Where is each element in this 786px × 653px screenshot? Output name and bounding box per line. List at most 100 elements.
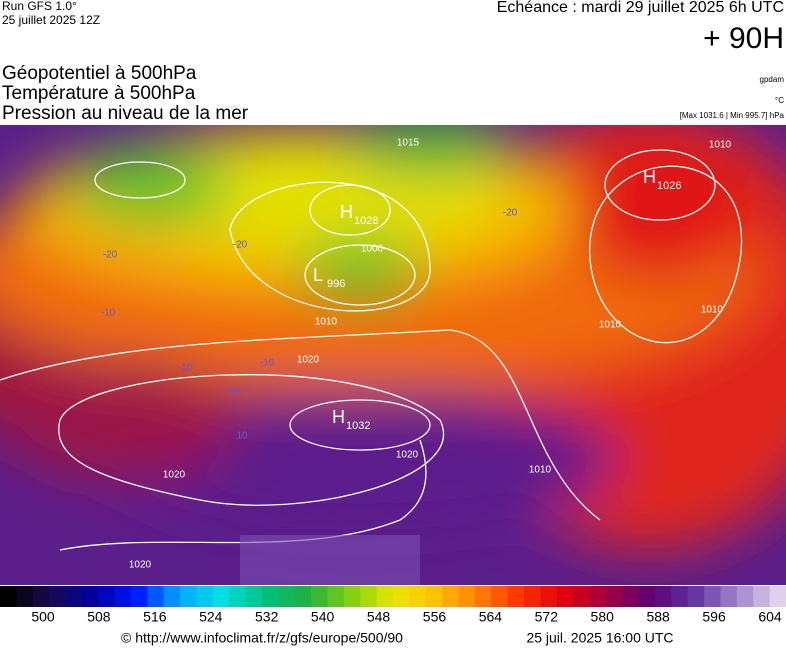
temp-label: -20 [503,208,518,219]
colorbar-swatch [638,586,656,607]
colorbar-swatch [376,586,394,607]
colorbar-tick-label: 540 [311,609,335,625]
colorbar-swatch [573,586,590,607]
colorbar-swatch [0,586,17,607]
isobar-label: 1010 [701,305,724,316]
valid-time: Echéance : mardi 29 juillet 2025 6h UTC [497,0,784,16]
isobar-label: 1015 [397,138,420,149]
center-value: 996 [327,278,345,290]
colorbar-swatch [605,586,623,607]
field-shading [0,125,786,550]
unit: °C [775,96,784,105]
colorbar-swatch [343,586,361,607]
colorbar-swatch [98,586,116,607]
source-url: © http://www.infoclimat.fr/z/gfs/europe/… [121,630,403,646]
isobar-label: 1020 [297,355,320,366]
colorbar-swatch [442,586,459,607]
colorbar-tick-label: 556 [423,609,447,625]
colorbar-swatch [278,586,296,607]
colorbar-swatch [180,586,197,607]
colorbar-swatch [294,586,312,607]
center-value: 1032 [346,420,370,432]
temp-label: -10 [101,308,116,319]
colorbar-swatch [474,586,492,607]
colorbar-tick-label: 564 [479,609,503,625]
colorbar-swatch [655,586,672,607]
colorbar-swatch [769,586,786,607]
colorbar-swatch [262,586,279,607]
colorbar-swatch [49,586,66,607]
isobar-label: 1010 [599,320,622,331]
colorbar-swatch [245,586,263,607]
colorbar-swatch [622,586,640,607]
field: Géopotentiel à 500hPa [2,63,197,84]
colorbar-swatch [720,586,738,607]
center-letter: L [313,265,323,285]
colorbar-tick-label: 604 [758,609,782,625]
run: Run GFS 1.0° [2,0,77,13]
colorbar-tick-label: 548 [367,609,391,625]
colorbar-swatch [524,586,541,607]
isobar-label: 1020 [129,560,152,571]
colorbar-swatch [311,586,328,607]
colorbar-swatch [196,586,214,607]
colorbar-tick-label: 524 [199,609,223,625]
colorbar-swatch [131,586,148,607]
colorbar-swatch [163,586,181,607]
colorbar-tick-label: 580 [591,609,615,625]
colorbar-tick-label: 588 [646,609,670,625]
colorbar-tick-label: 516 [143,609,167,625]
colorbar-swatch [114,586,132,607]
isobar-label: 1020 [396,450,419,461]
temp-label: -10 [178,363,193,374]
colorbar-swatch [753,586,771,607]
colorbar-tick-label: 572 [535,609,559,625]
isobar-label: 1020 [163,470,186,481]
run-date: 25 juillet 2025 12Z [2,13,100,27]
temp-label: -10 [226,387,241,398]
colorbar-tick-label: 532 [255,609,279,625]
colorbar-swatch [360,586,378,607]
colorbar-swatch [507,586,525,607]
colorbar-swatch [16,586,34,607]
colorbar-swatch [65,586,83,607]
colorbar-swatch [212,586,230,607]
colorbar-swatch [32,586,50,607]
lead-time: + 90H [703,22,784,55]
isobar-label: 1000 [361,244,384,255]
colorbar-swatch [81,586,99,607]
colorbar-swatch [491,586,509,607]
generated-time: 25 juil. 2025 16:00 UTC [526,630,673,646]
colorbar-swatch [704,586,721,607]
field: Pression au niveau de la mer [2,103,249,124]
colorbar-swatch [458,586,476,607]
isobar-label: 1010 [709,140,732,151]
colorbar-swatch [229,586,247,607]
colorbar-swatch [687,586,705,607]
center-letter: H [332,407,345,427]
colorbar-tick-label: 500 [31,609,55,625]
colorbar-swatch [147,586,165,607]
isobar-label: 1010 [529,465,552,476]
center-letter: H [643,167,656,187]
temp-label: 10 [236,431,248,442]
colorbar-swatch [393,586,410,607]
colorbar-swatch [540,586,558,607]
colorbar-swatch [671,586,689,607]
center-letter: H [340,202,353,222]
colorbar-swatch [589,586,607,607]
center-value: 1028 [354,215,378,227]
colorbar-tick-label: 508 [87,609,111,625]
low-shade [240,535,420,585]
center-value: 1026 [657,180,681,192]
map [0,125,786,585]
isobar-label: 1010 [315,317,338,328]
colorbar-swatch [409,586,427,607]
colorbar-swatch [736,586,754,607]
temp-label: -10 [260,358,275,369]
colorbar-swatch [556,586,574,607]
colorbar-tick-label: 596 [702,609,726,625]
temp-label: -20 [233,240,248,251]
